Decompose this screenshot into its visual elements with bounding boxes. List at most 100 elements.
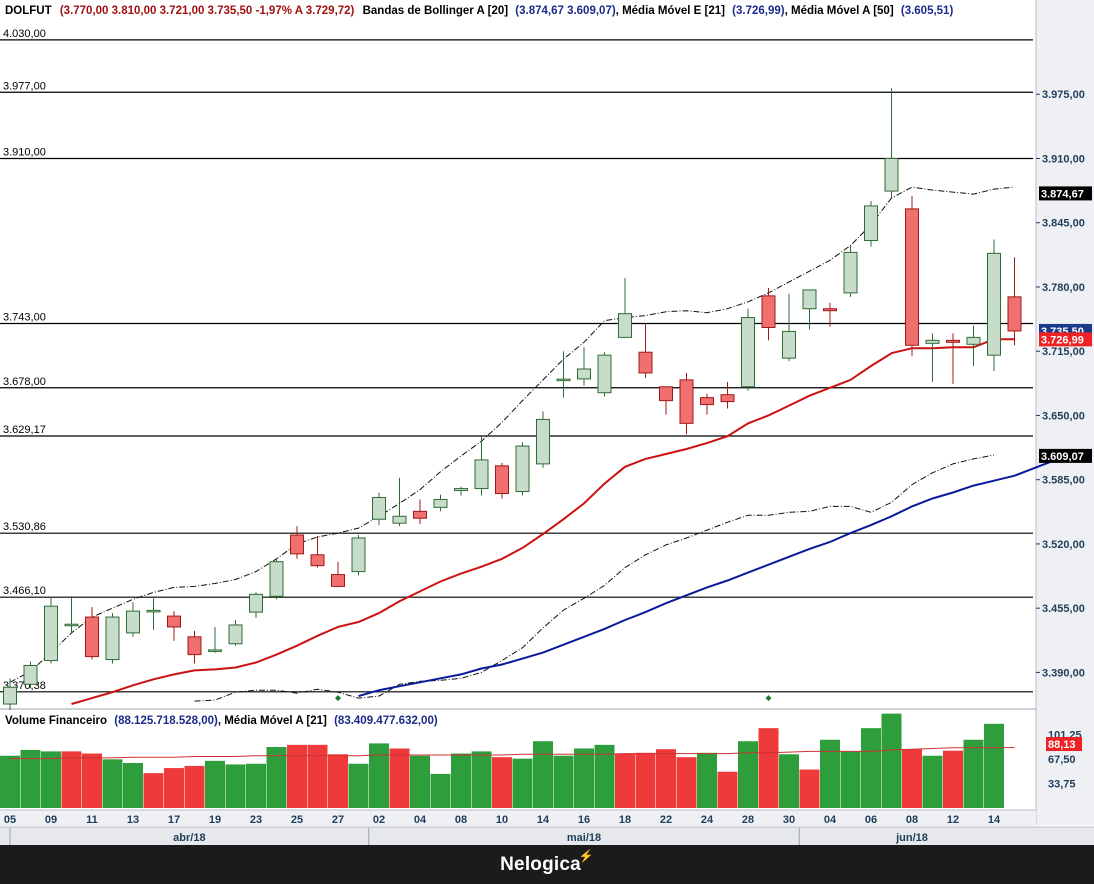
price-tick-label: 3.780,00 [1042, 282, 1085, 294]
candle-down [1007, 296, 1022, 332]
bollinger-values: (3.874,67 3.609,07) [515, 5, 616, 17]
candle-up [126, 610, 140, 634]
volume-bar [82, 753, 102, 808]
mma-value: (3.605,51) [901, 5, 954, 17]
price-chart[interactable]: DOLFUT (3.770,00 3.810,00 3.721,00 3.735… [0, 0, 1094, 845]
date-label: 16 [578, 814, 590, 826]
symbol-label: DOLFUT [5, 5, 52, 17]
candle-up [843, 251, 858, 294]
value-tag-label: 3.874,67 [1041, 188, 1084, 200]
candle-down [413, 510, 427, 519]
quote-values: (3.770,00 3.810,00 3.721,00 3.735,50 -1,… [60, 5, 355, 17]
volume-bar [615, 753, 635, 808]
candle-up [966, 336, 981, 345]
level-label: 3.743,00 [3, 312, 46, 324]
price-tick-label: 3.845,00 [1042, 218, 1085, 230]
ema21-line [71, 338, 1015, 705]
month-label: abr/18 [173, 832, 205, 844]
date-label: 06 [865, 814, 877, 826]
volume-bar [840, 751, 861, 808]
value-tag-label: 3.609,07 [1041, 451, 1084, 463]
volume-ma-line [10, 747, 1015, 760]
volume-bar [0, 755, 20, 808]
candle-down [310, 554, 325, 567]
date-labels: 05 09 11 13 17 19 23 25 27 02 04 08 10 14 16 18 22 24 28 30… [4, 814, 1001, 845]
volume-bar [205, 760, 225, 808]
markers [335, 695, 772, 702]
candle-up [105, 616, 120, 661]
volume-bar [123, 762, 143, 808]
price-axis-panel [1036, 0, 1094, 825]
volume-bar [348, 763, 369, 808]
candle-up [556, 378, 571, 382]
volume-bar [164, 768, 184, 808]
date-label: 08 [455, 814, 467, 826]
date-label: 09 [45, 814, 57, 826]
volume-bar [246, 763, 266, 808]
candle-down [187, 636, 202, 656]
candle-down [167, 615, 181, 628]
volume-bar [20, 749, 41, 808]
date-label: 10 [496, 814, 508, 826]
candle-up [208, 649, 222, 652]
volume-bar [697, 752, 717, 808]
value-tag-label: 3.726,99 [1041, 334, 1084, 346]
candle-down [761, 295, 776, 328]
date-label: 12 [947, 814, 959, 826]
volume-tick-label: 33,75 [1048, 779, 1076, 791]
volume-bars [0, 713, 1015, 808]
level-label: 3.910,00 [3, 146, 46, 158]
volume-bar [984, 723, 1004, 808]
date-label: 18 [619, 814, 631, 826]
volume-bar [61, 751, 82, 808]
bollinger-lower-line [194, 454, 995, 702]
volume-header: Volume Financeiro (88.125.718.528,00), M… [5, 715, 438, 727]
volume-bar [881, 713, 902, 808]
date-label: 04 [414, 814, 427, 826]
candle-down [290, 534, 304, 555]
volume-bar [225, 764, 246, 808]
volume-bar [717, 771, 738, 808]
volume-bar [471, 751, 492, 808]
axis-labels: 3.975,00 3.910,00 3.845,00 3.780,00 3.715,00… [1036, 89, 1085, 791]
date-label: 30 [783, 814, 795, 826]
candle-down [638, 351, 653, 374]
date-label: 14 [988, 814, 1001, 826]
date-label: 28 [742, 814, 754, 826]
candle-up [597, 354, 612, 394]
candle-up [146, 609, 161, 613]
volume-bar [574, 748, 594, 808]
volume-ma-label: Média Móvel A [21] [224, 715, 327, 727]
candle-down [659, 386, 673, 402]
volume-bar [902, 749, 922, 808]
volume-bar [369, 743, 389, 808]
candle-up [44, 605, 58, 662]
volume-tick-label: 67,50 [1048, 754, 1076, 766]
candle-up [454, 488, 468, 492]
volume-bar [492, 757, 512, 808]
value-tag [1039, 332, 1092, 347]
bollinger-bands [9, 186, 1015, 702]
candle-up [987, 252, 1001, 356]
price-tick-label: 3.910,00 [1042, 153, 1085, 165]
volume-bar [410, 755, 430, 808]
volume-bar [758, 728, 779, 808]
mme-label: Média Móvel E [21] [622, 5, 725, 17]
month-label: jun/18 [895, 832, 928, 844]
volume-bar [963, 739, 984, 808]
value-tag [1039, 186, 1092, 201]
volume-bar [512, 758, 533, 808]
volume-bar [943, 750, 963, 808]
level-label: 3.530,86 [3, 521, 46, 533]
bollinger-label: Bandas de Bollinger A [20] [363, 5, 509, 17]
volume-bar [102, 759, 123, 808]
candle-up [23, 664, 38, 685]
level-label: 4.030,00 [3, 28, 46, 40]
volume-bar [41, 751, 61, 808]
month-axis [0, 827, 1094, 845]
date-label: 11 [86, 814, 98, 826]
price-tick-label: 3.390,00 [1042, 667, 1085, 679]
date-label: 14 [537, 814, 550, 826]
